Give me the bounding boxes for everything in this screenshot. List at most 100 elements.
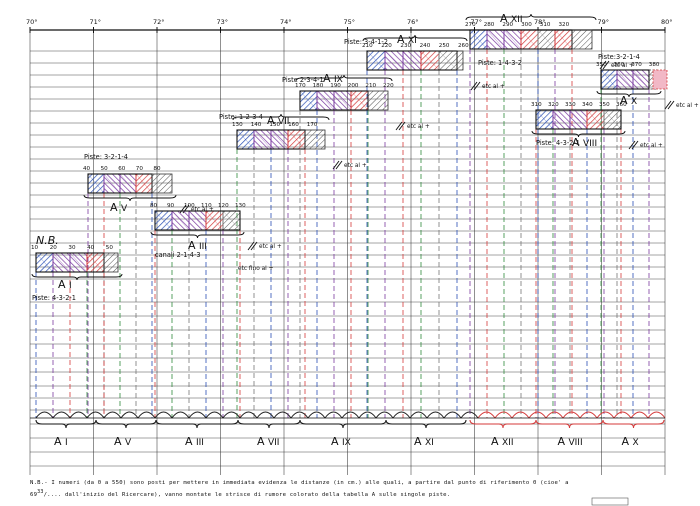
strip-brace: [150, 231, 245, 239]
strip-brace: [596, 90, 662, 98]
distance-number: 330: [565, 102, 576, 108]
bottom-label-numeral: III: [196, 438, 204, 448]
strip-ai: 10 20 30 40 50 A I Piste: 4-3-2-1: [31, 245, 123, 302]
distance-number: 360: [614, 62, 625, 68]
scallop-arc: [647, 411, 666, 419]
strip-distance-ticks: 80 90 100 110 120 130: [150, 203, 246, 209]
strip-cell-diagonal: [535, 109, 554, 130]
distance-number: 50: [101, 166, 109, 172]
strip-cell-diagonal: [469, 29, 488, 50]
bottom-label-numeral: VII: [268, 438, 279, 448]
bottom-brace: [237, 419, 301, 429]
etc-slash-mark: [247, 241, 255, 251]
distance-number: 100: [184, 203, 195, 209]
etc-fino-label: etc fino al +: [238, 266, 274, 272]
strip-cell-diagonal: [287, 129, 306, 150]
strip-cell-diagonal: [222, 210, 241, 231]
distance-number: 200: [348, 83, 359, 89]
strip-name-letter: A: [58, 278, 66, 291]
strip-name-numeral: XII: [511, 15, 522, 25]
distance-number: 230: [400, 43, 411, 49]
strip-piste-label: Piste 2-3-4-1: [282, 76, 324, 84]
etc-slash-mark: [602, 60, 610, 70]
bottom-brace: [299, 419, 387, 429]
distance-number: 140: [251, 122, 262, 128]
bottom-label-letter: A: [114, 435, 122, 448]
corner-box: [591, 497, 629, 506]
distance-number: 70: [136, 166, 144, 172]
scallop-arc: [596, 411, 615, 419]
nb-label: N.B.: [36, 234, 59, 247]
strip-brace: [465, 13, 597, 21]
distance-number: 30: [68, 245, 76, 251]
degree-label: 79°: [598, 18, 610, 26]
distance-number: 80: [153, 166, 161, 172]
strip-name-numeral: I: [69, 281, 72, 291]
strip-name-letter: A: [323, 72, 331, 85]
strip-brace: [83, 194, 177, 202]
scallop-arc: [426, 411, 445, 419]
strip-distance-ticks: 270 280 290 300 310 320: [465, 22, 570, 28]
strip-outline: [535, 109, 622, 130]
distance-number: 110: [201, 203, 212, 209]
bottom-label-numeral: XII: [502, 438, 513, 448]
strip-cell-diagonal: [586, 109, 605, 130]
distance-number: 350: [596, 62, 607, 68]
degree-label: 80°: [661, 18, 673, 26]
strip-tail: [571, 29, 593, 50]
strip-name-letter: A: [110, 201, 118, 214]
bottom-label-letter: A: [185, 435, 193, 448]
scallop-arc: [273, 411, 292, 419]
scallop-arc: [290, 411, 309, 419]
footnote-line-2: 6933/.... dall'inizio del Ricercare), va…: [30, 488, 670, 500]
etc-slash-mark: [335, 160, 343, 170]
strip-cell-diagonal: [35, 252, 54, 273]
strip-cell-diagonal: [552, 109, 571, 130]
distance-number: 380: [649, 62, 660, 68]
strip-name-numeral: VIII: [583, 139, 597, 149]
strip-distance-ticks: 10 20 30 40 50: [31, 245, 113, 251]
strip-cell-diagonal: [366, 50, 386, 71]
footnote-number: 69: [30, 491, 38, 498]
strip-cell-diagonal: [52, 252, 71, 273]
strip-name-numeral: X: [631, 97, 637, 107]
strip-brace: [232, 113, 330, 121]
etc-slash-mark: [398, 121, 406, 131]
scallop-arc: [137, 411, 156, 419]
distance-number: 220: [383, 83, 394, 89]
distance-number: 280: [484, 22, 495, 28]
strip-name-numeral: III: [199, 242, 207, 252]
strip-name-letter: A: [188, 239, 196, 252]
degree-label: 75°: [344, 18, 356, 26]
strip-cell-diagonal: [154, 210, 173, 231]
strip-cell-diagonal: [603, 109, 622, 130]
strip-cell-diagonal: [103, 173, 121, 194]
strip-axii: 270 280 290 300 310 320 A XII Piste: 1-4-3-2 etc …: [465, 12, 634, 70]
degree-label: 76°: [407, 18, 419, 26]
distance-number: 370: [631, 62, 642, 68]
scallop-arc: [562, 411, 581, 419]
bottom-brace: [35, 419, 97, 429]
distance-number: 20: [50, 245, 58, 251]
degree-label: 77°: [471, 18, 483, 26]
strip-tail: [304, 129, 326, 150]
degree-label: 74°: [280, 18, 292, 26]
bottom-brace: [95, 419, 157, 429]
scallop-arc: [409, 411, 428, 419]
distance-number: 150: [269, 122, 280, 128]
scallop-arc: [392, 411, 411, 419]
strip-cell-diagonal: [438, 50, 458, 71]
scallop-arc: [256, 411, 275, 419]
distance-number: 170: [307, 122, 318, 128]
etc-al-label: etc al +: [640, 143, 663, 149]
distance-number: 210: [362, 43, 373, 49]
strip-piste-label: Piste: 3-2-1-4: [84, 153, 128, 161]
scallop-arc: [52, 411, 71, 419]
strip-distance-ticks: 40 50 60 70 80: [83, 166, 161, 172]
strip-av: 40 50 60 70 80 A V Piste: 3-2-1-4 etc al +: [83, 153, 214, 214]
scallop-arc: [375, 411, 394, 419]
scallop-arc: [443, 411, 462, 419]
distance-number: 270: [465, 22, 476, 28]
